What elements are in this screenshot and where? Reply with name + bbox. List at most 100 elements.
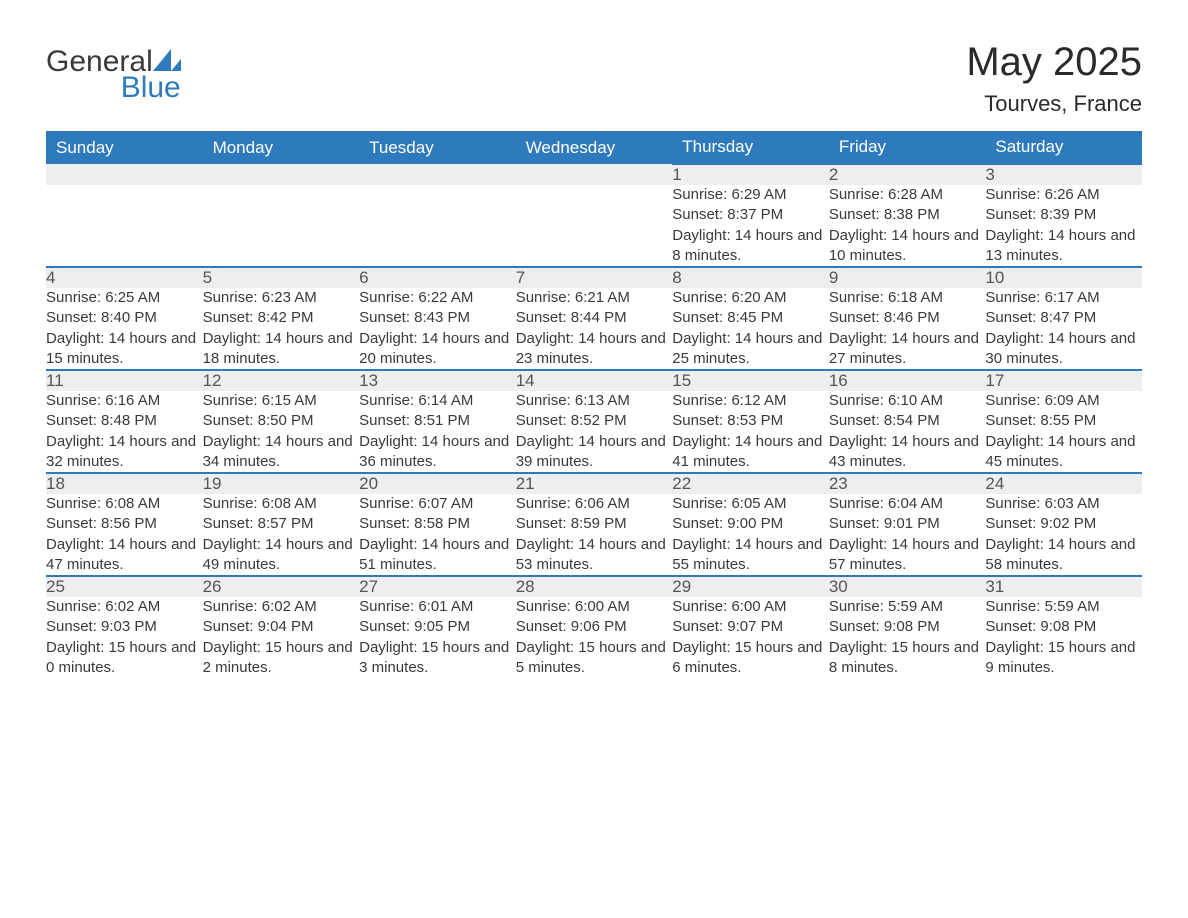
daylight-line: Daylight: 15 hours and 3 minutes.	[359, 638, 516, 679]
sunset-line: Sunset: 8:46 PM	[829, 308, 986, 328]
day-number: 5	[203, 267, 360, 288]
empty-cell	[359, 164, 516, 185]
sunrise-line: Sunrise: 6:17 AM	[985, 288, 1142, 308]
empty-cell	[516, 185, 673, 267]
daylight-line: Daylight: 14 hours and 10 minutes.	[829, 226, 986, 267]
sunrise-line: Sunrise: 6:02 AM	[46, 597, 203, 617]
daylight-line: Daylight: 14 hours and 55 minutes.	[672, 535, 829, 576]
day-details: Sunrise: 6:26 AMSunset: 8:39 PMDaylight:…	[985, 185, 1142, 267]
sunrise-line: Sunrise: 5:59 AM	[829, 597, 986, 617]
sunrise-line: Sunrise: 6:05 AM	[672, 494, 829, 514]
daylight-line: Daylight: 14 hours and 49 minutes.	[203, 535, 360, 576]
sunset-line: Sunset: 8:56 PM	[46, 514, 203, 534]
sunset-line: Sunset: 9:06 PM	[516, 617, 673, 637]
sunset-line: Sunset: 8:58 PM	[359, 514, 516, 534]
weekday-header: Tuesday	[359, 131, 516, 164]
day-details: Sunrise: 6:28 AMSunset: 8:38 PMDaylight:…	[829, 185, 986, 267]
sunrise-line: Sunrise: 6:04 AM	[829, 494, 986, 514]
sunrise-line: Sunrise: 6:03 AM	[985, 494, 1142, 514]
weekday-header: Friday	[829, 131, 986, 164]
day-details: Sunrise: 6:13 AMSunset: 8:52 PMDaylight:…	[516, 391, 673, 473]
day-details: Sunrise: 6:04 AMSunset: 9:01 PMDaylight:…	[829, 494, 986, 576]
empty-cell	[203, 164, 360, 185]
sunset-line: Sunset: 9:00 PM	[672, 514, 829, 534]
day-details: Sunrise: 6:22 AMSunset: 8:43 PMDaylight:…	[359, 288, 516, 370]
sunrise-line: Sunrise: 6:16 AM	[46, 391, 203, 411]
day-number: 15	[672, 370, 829, 391]
sunset-line: Sunset: 9:05 PM	[359, 617, 516, 637]
sunset-line: Sunset: 9:02 PM	[985, 514, 1142, 534]
day-number: 10	[985, 267, 1142, 288]
sunrise-line: Sunrise: 6:08 AM	[46, 494, 203, 514]
sunset-line: Sunset: 8:48 PM	[46, 411, 203, 431]
day-details: Sunrise: 6:05 AMSunset: 9:00 PMDaylight:…	[672, 494, 829, 576]
sunrise-line: Sunrise: 6:29 AM	[672, 185, 829, 205]
daylight-line: Daylight: 15 hours and 5 minutes.	[516, 638, 673, 679]
sunrise-line: Sunrise: 6:06 AM	[516, 494, 673, 514]
day-details: Sunrise: 5:59 AMSunset: 9:08 PMDaylight:…	[829, 597, 986, 678]
daylight-line: Daylight: 14 hours and 15 minutes.	[46, 329, 203, 370]
empty-cell	[516, 164, 673, 185]
daylight-line: Daylight: 14 hours and 39 minutes.	[516, 432, 673, 473]
daylight-line: Daylight: 14 hours and 43 minutes.	[829, 432, 986, 473]
sunset-line: Sunset: 8:59 PM	[516, 514, 673, 534]
day-number: 6	[359, 267, 516, 288]
daylight-line: Daylight: 14 hours and 32 minutes.	[46, 432, 203, 473]
sunrise-line: Sunrise: 6:10 AM	[829, 391, 986, 411]
day-number: 28	[516, 576, 673, 597]
day-number: 27	[359, 576, 516, 597]
daylight-line: Daylight: 14 hours and 45 minutes.	[985, 432, 1142, 473]
day-details: Sunrise: 6:17 AMSunset: 8:47 PMDaylight:…	[985, 288, 1142, 370]
sunrise-line: Sunrise: 6:15 AM	[203, 391, 360, 411]
sunset-line: Sunset: 8:50 PM	[203, 411, 360, 431]
daylight-line: Daylight: 14 hours and 58 minutes.	[985, 535, 1142, 576]
daylight-line: Daylight: 15 hours and 0 minutes.	[46, 638, 203, 679]
day-number: 23	[829, 473, 986, 494]
sunrise-line: Sunrise: 6:22 AM	[359, 288, 516, 308]
day-details: Sunrise: 6:09 AMSunset: 8:55 PMDaylight:…	[985, 391, 1142, 473]
daylight-line: Daylight: 14 hours and 13 minutes.	[985, 226, 1142, 267]
daylight-line: Daylight: 14 hours and 23 minutes.	[516, 329, 673, 370]
daylight-line: Daylight: 15 hours and 6 minutes.	[672, 638, 829, 679]
daylight-line: Daylight: 14 hours and 18 minutes.	[203, 329, 360, 370]
day-number: 4	[46, 267, 203, 288]
daylight-line: Daylight: 14 hours and 36 minutes.	[359, 432, 516, 473]
daylight-line: Daylight: 15 hours and 9 minutes.	[985, 638, 1142, 679]
sunset-line: Sunset: 9:04 PM	[203, 617, 360, 637]
empty-cell	[359, 185, 516, 267]
sunset-line: Sunset: 8:47 PM	[985, 308, 1142, 328]
day-details: Sunrise: 6:08 AMSunset: 8:56 PMDaylight:…	[46, 494, 203, 576]
sunrise-line: Sunrise: 6:02 AM	[203, 597, 360, 617]
day-number: 18	[46, 473, 203, 494]
day-number: 30	[829, 576, 986, 597]
sunset-line: Sunset: 8:43 PM	[359, 308, 516, 328]
day-details: Sunrise: 6:10 AMSunset: 8:54 PMDaylight:…	[829, 391, 986, 473]
sunset-line: Sunset: 8:39 PM	[985, 205, 1142, 225]
sunrise-line: Sunrise: 6:25 AM	[46, 288, 203, 308]
day-details: Sunrise: 6:02 AMSunset: 9:04 PMDaylight:…	[203, 597, 360, 678]
empty-cell	[46, 185, 203, 267]
daylight-line: Daylight: 14 hours and 34 minutes.	[203, 432, 360, 473]
daylight-line: Daylight: 14 hours and 20 minutes.	[359, 329, 516, 370]
sunset-line: Sunset: 9:03 PM	[46, 617, 203, 637]
sunset-line: Sunset: 9:08 PM	[829, 617, 986, 637]
day-details: Sunrise: 6:23 AMSunset: 8:42 PMDaylight:…	[203, 288, 360, 370]
day-details: Sunrise: 6:15 AMSunset: 8:50 PMDaylight:…	[203, 391, 360, 473]
sunset-line: Sunset: 8:45 PM	[672, 308, 829, 328]
header: General Blue May 2025 Tourves, France	[46, 40, 1142, 117]
daylight-line: Daylight: 14 hours and 47 minutes.	[46, 535, 203, 576]
sunset-line: Sunset: 8:40 PM	[46, 308, 203, 328]
sunset-line: Sunset: 8:51 PM	[359, 411, 516, 431]
day-number: 24	[985, 473, 1142, 494]
sunrise-line: Sunrise: 6:28 AM	[829, 185, 986, 205]
day-details: Sunrise: 6:21 AMSunset: 8:44 PMDaylight:…	[516, 288, 673, 370]
sunset-line: Sunset: 8:37 PM	[672, 205, 829, 225]
day-number: 1	[672, 164, 829, 185]
day-details: Sunrise: 6:02 AMSunset: 9:03 PMDaylight:…	[46, 597, 203, 678]
sunset-line: Sunset: 8:42 PM	[203, 308, 360, 328]
weekday-header: Sunday	[46, 131, 203, 164]
day-details: Sunrise: 6:25 AMSunset: 8:40 PMDaylight:…	[46, 288, 203, 370]
day-details: Sunrise: 6:14 AMSunset: 8:51 PMDaylight:…	[359, 391, 516, 473]
day-number: 11	[46, 370, 203, 391]
daylight-line: Daylight: 14 hours and 8 minutes.	[672, 226, 829, 267]
